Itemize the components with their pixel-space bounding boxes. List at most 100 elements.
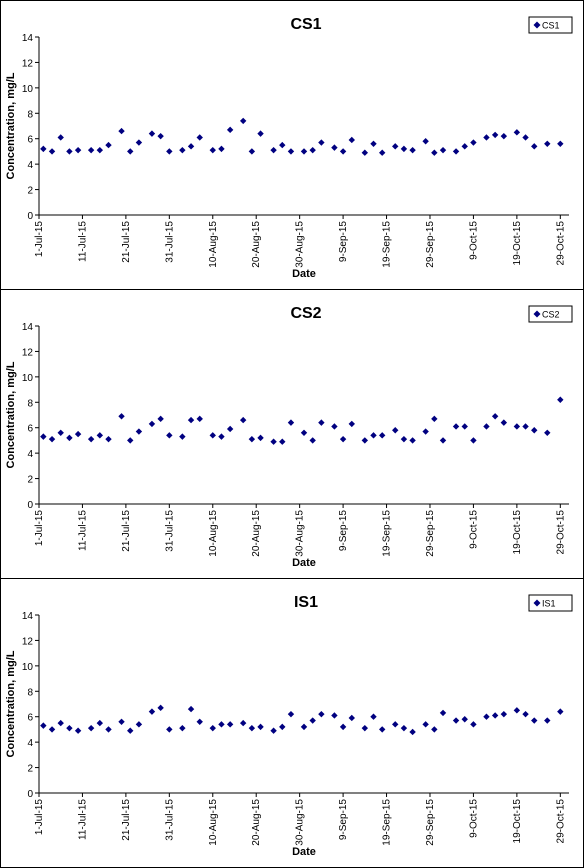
x-tick-label: 20-Aug-15 <box>251 221 262 268</box>
data-point <box>226 425 234 433</box>
data-point <box>187 705 195 713</box>
chart-cs1: CS1 CS1 0 2 4 6 8 10 12 14 1-Jul-15 11-Jul-15 21-Jul… <box>5 16 573 280</box>
y-tick-label: 6 <box>27 713 33 724</box>
data-point <box>470 437 477 444</box>
data-point <box>209 432 216 439</box>
data-point <box>309 146 316 154</box>
data-point <box>196 134 203 141</box>
x-tick-label: 29-Oct-15 <box>555 510 566 555</box>
data-point <box>400 435 408 443</box>
x-tick-label: 9-Oct-15 <box>468 221 479 260</box>
data-point <box>544 717 551 724</box>
data-point <box>331 144 338 151</box>
x-tick-label: 10-Aug-15 <box>208 221 219 268</box>
y-tick-label: 2 <box>27 475 33 486</box>
data-point <box>135 721 143 728</box>
x-tick-label: 11-Jul-15 <box>77 221 88 262</box>
legend-box <box>528 16 573 34</box>
data-point <box>470 721 477 728</box>
y-tick-label: 8 <box>27 398 33 409</box>
data-point <box>287 710 295 718</box>
data-point <box>270 146 277 154</box>
data-point <box>452 423 460 430</box>
data-point <box>48 148 56 155</box>
y-tick-label: 4 <box>27 738 33 749</box>
data-point <box>157 132 164 140</box>
y-tick-label: 10 <box>22 373 34 384</box>
y-tick-label: 6 <box>27 135 33 146</box>
x-tick-label: 30-Aug-15 <box>295 221 306 268</box>
data-point <box>135 139 143 146</box>
data-point <box>452 717 460 724</box>
x-tick-label: 10-Aug-15 <box>208 510 219 557</box>
legend-marker <box>533 310 541 318</box>
chart-panel-cs2: CS2 CS2 0 2 4 6 8 10 12 14 1-Jul-15 11-Jul-15 21-Jul… <box>0 289 584 579</box>
data-point <box>318 419 325 426</box>
y-tick-label: 12 <box>22 636 34 647</box>
data-point <box>96 146 104 154</box>
data-point <box>470 139 477 146</box>
y-tick-label: 10 <box>22 84 34 95</box>
data-point <box>392 427 399 434</box>
data-point <box>209 146 216 154</box>
y-tick-label: 14 <box>22 33 34 44</box>
data-point <box>392 143 399 150</box>
data-point <box>287 148 295 155</box>
x-tick-label: 1-Jul-15 <box>34 799 45 836</box>
chart-title: IS1 <box>294 594 318 611</box>
data-point <box>105 141 112 149</box>
data-point <box>127 437 134 444</box>
data-point <box>74 430 82 438</box>
data-point <box>370 713 377 720</box>
x-tick-label: 29-Sep-15 <box>425 510 436 557</box>
x-tick-label: 19-Sep-15 <box>382 221 393 268</box>
legend-label: IS1 <box>542 599 556 609</box>
x-axis-title: Date <box>292 557 316 569</box>
data-point <box>409 146 416 154</box>
data-point <box>544 429 551 436</box>
data-point <box>239 416 247 424</box>
data-point <box>422 721 429 728</box>
x-tick-label: 29-Sep-15 <box>425 221 436 268</box>
data-point <box>400 724 408 732</box>
data-point <box>339 723 347 731</box>
legend-label: CS1 <box>542 21 560 31</box>
data-point <box>300 723 308 731</box>
y-axis-title: Concentration, mg/L <box>5 361 17 468</box>
y-tick-label: 12 <box>22 347 34 358</box>
y-tick-label: 4 <box>27 160 33 171</box>
data-point <box>400 145 408 153</box>
data-point <box>531 143 538 150</box>
data-point <box>339 435 347 443</box>
data-point <box>127 148 134 155</box>
y-tick-label: 8 <box>27 687 33 698</box>
data-point <box>96 432 104 439</box>
data-point <box>287 419 295 426</box>
data-point <box>513 129 521 136</box>
data-point <box>118 127 125 135</box>
data-point <box>148 420 156 428</box>
data-point <box>422 428 429 435</box>
data-point <box>422 138 429 145</box>
data-point <box>179 433 186 440</box>
data-point <box>74 727 82 734</box>
x-tick-label: 30-Aug-15 <box>295 799 306 846</box>
x-tick-label: 20-Aug-15 <box>251 510 262 557</box>
x-axis-title: Date <box>292 268 316 280</box>
data-point <box>557 708 564 715</box>
data-point <box>279 438 286 445</box>
data-point <box>179 146 186 154</box>
data-point <box>513 707 521 714</box>
data-point <box>196 415 203 423</box>
y-tick-label: 0 <box>27 789 33 800</box>
data-point <box>127 727 134 734</box>
data-point <box>66 724 73 732</box>
x-tick-label: 19-Oct-15 <box>512 799 523 844</box>
y-tick-label: 8 <box>27 109 33 120</box>
x-tick-label: 20-Aug-15 <box>251 799 262 846</box>
data-point <box>483 713 490 720</box>
chart-title: CS1 <box>290 16 321 33</box>
data-point <box>118 413 125 420</box>
data-point <box>361 149 369 156</box>
data-point <box>531 717 538 724</box>
